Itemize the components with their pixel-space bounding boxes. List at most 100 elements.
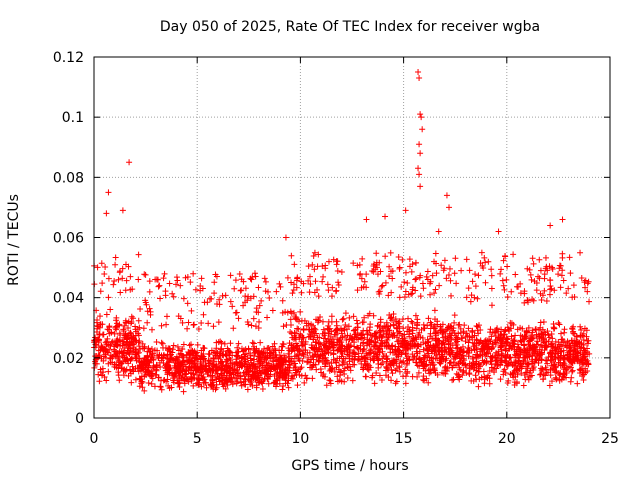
data-point (472, 271, 479, 278)
data-point (542, 344, 549, 351)
data-point (452, 340, 459, 347)
data-point (324, 344, 331, 351)
data-point (373, 261, 380, 268)
data-point (574, 358, 581, 365)
data-point (394, 338, 401, 345)
data-point (565, 285, 572, 292)
data-point (327, 377, 334, 384)
data-point (103, 377, 110, 384)
data-point (141, 271, 148, 278)
data-point (511, 367, 518, 374)
data-point (433, 270, 440, 277)
data-point (349, 350, 356, 357)
data-point (146, 288, 153, 295)
data-point (261, 275, 268, 282)
data-point (149, 350, 156, 357)
data-point (123, 334, 130, 341)
data-point (137, 305, 144, 312)
data-point (577, 323, 584, 330)
data-point (435, 228, 442, 235)
data-point (116, 269, 123, 276)
data-point (125, 263, 132, 270)
data-point (550, 345, 557, 352)
data-point (94, 325, 101, 332)
data-point (106, 355, 113, 362)
data-point (179, 352, 186, 359)
data-point (488, 285, 495, 292)
data-point (537, 365, 544, 372)
data-point (192, 286, 199, 293)
data-point (451, 312, 458, 319)
data-point (377, 332, 384, 339)
data-point (510, 321, 517, 328)
data-point (517, 349, 524, 356)
data-point (363, 271, 370, 278)
data-point (447, 344, 454, 351)
data-point (326, 325, 333, 332)
data-point (249, 365, 256, 372)
data-point (387, 249, 394, 256)
data-point (274, 362, 281, 369)
data-point (363, 350, 370, 357)
data-point (427, 342, 434, 349)
data-point (345, 323, 352, 330)
data-point (564, 352, 571, 359)
data-point (460, 329, 467, 336)
data-point (583, 333, 590, 340)
data-point (170, 293, 177, 300)
data-point (223, 367, 230, 374)
data-point (581, 357, 588, 364)
data-point (166, 280, 173, 287)
data-point (427, 333, 434, 340)
data-point (111, 278, 118, 285)
data-point (141, 387, 148, 394)
data-point (526, 353, 533, 360)
data-point (120, 349, 127, 356)
data-point (294, 274, 301, 281)
data-point (498, 357, 505, 364)
data-point (390, 357, 397, 364)
data-point (529, 255, 536, 262)
data-point (473, 342, 480, 349)
data-point (583, 360, 590, 367)
data-point (295, 326, 302, 333)
data-point (256, 302, 263, 309)
data-point (111, 330, 118, 337)
data-point (244, 386, 251, 393)
data-point (148, 346, 155, 353)
data-point (547, 372, 554, 379)
data-point (402, 373, 409, 380)
data-point (119, 342, 126, 349)
data-point (521, 372, 528, 379)
data-point (341, 327, 348, 334)
data-point (127, 367, 134, 374)
data-point (182, 274, 189, 281)
data-point (479, 351, 486, 358)
data-point (358, 360, 365, 367)
data-point (504, 363, 511, 370)
data-point (461, 348, 468, 355)
data-point (305, 277, 312, 284)
data-point (147, 308, 154, 315)
data-point (205, 357, 212, 364)
data-point (319, 355, 326, 362)
data-point (360, 319, 367, 326)
data-point (567, 357, 574, 364)
data-point (585, 337, 592, 344)
data-point (571, 293, 578, 300)
data-point (155, 354, 162, 361)
data-point (132, 337, 139, 344)
data-point (122, 317, 129, 324)
data-point (508, 333, 515, 340)
data-point (476, 376, 483, 383)
data-point (569, 325, 576, 332)
data-point (113, 317, 120, 324)
data-point (145, 345, 152, 352)
data-point (287, 308, 294, 315)
data-point (247, 350, 254, 357)
data-point (465, 353, 472, 360)
data-point (490, 366, 497, 373)
data-point (419, 126, 426, 133)
data-point (412, 287, 419, 294)
data-point (157, 295, 164, 302)
